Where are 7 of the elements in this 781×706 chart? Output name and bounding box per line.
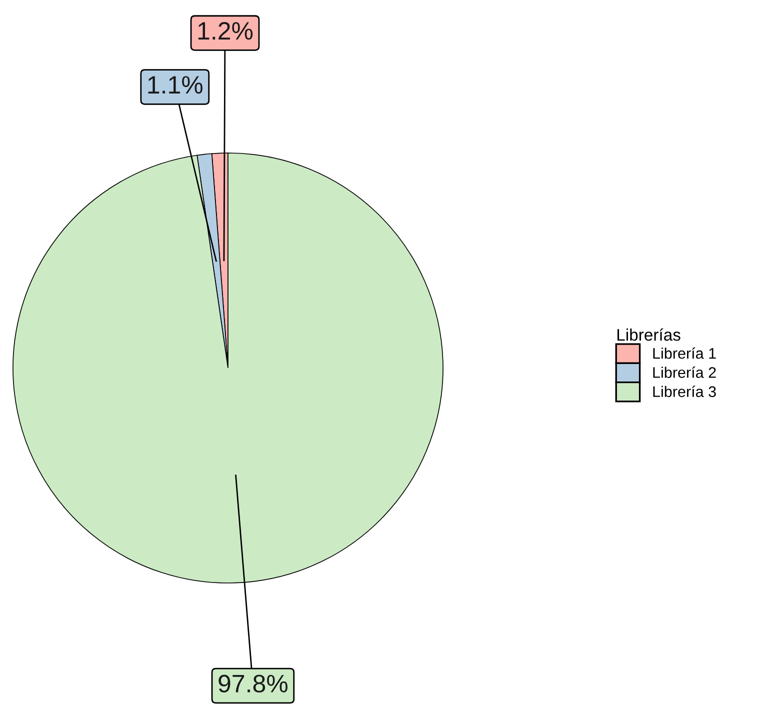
data-label: 1.1% [148,76,202,94]
legend-label: Librería 3 [653,386,716,398]
data-label: 1.2% [198,22,253,40]
data-label: 97.8% [218,674,288,692]
legend-title: Librerías [617,328,680,341]
legend-label: Librería 2 [653,366,716,378]
legend-label: Librería 1 [653,347,716,359]
